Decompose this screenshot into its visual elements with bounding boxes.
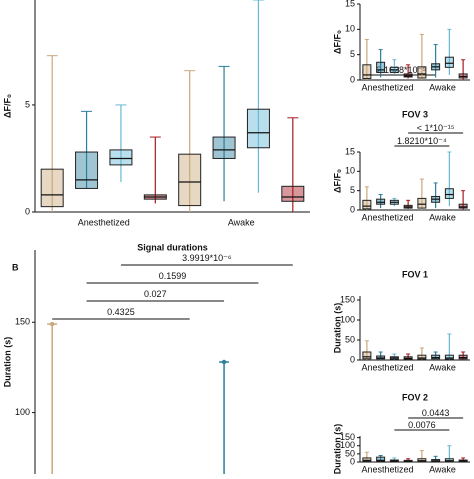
group-label: Awake bbox=[429, 212, 456, 222]
box bbox=[417, 354, 427, 360]
y-axis-label: Duration (s) bbox=[332, 303, 342, 354]
y-tick-label: 0 bbox=[350, 74, 355, 84]
box bbox=[246, 108, 270, 149]
p-value: 0.4325 bbox=[107, 307, 135, 317]
y-tick-label: 0 bbox=[350, 456, 355, 466]
y-tick-label: 150 bbox=[15, 317, 30, 327]
group-label: Anesthetized bbox=[78, 217, 130, 227]
box bbox=[444, 354, 454, 360]
group-label: Awake bbox=[429, 82, 456, 92]
group-label: Anesthetized bbox=[361, 362, 413, 372]
p-value: 0.0443 bbox=[422, 408, 450, 418]
panel-title: FOV 2 bbox=[402, 392, 428, 402]
y-tick-label: 0 bbox=[350, 204, 355, 214]
y-tick-label: 50 bbox=[345, 334, 355, 344]
y-axis-label: ΔF/F₀ bbox=[332, 30, 342, 54]
group-label: Anesthetized bbox=[361, 464, 413, 474]
y-tick-label: 150 bbox=[340, 294, 355, 304]
group-label: Awake bbox=[228, 217, 255, 227]
box bbox=[417, 197, 427, 209]
y-tick-label: 10 bbox=[345, 166, 355, 176]
box bbox=[362, 199, 372, 210]
box bbox=[444, 188, 454, 199]
box bbox=[362, 457, 372, 463]
box bbox=[75, 151, 99, 189]
box bbox=[109, 149, 133, 166]
max-point bbox=[49, 321, 55, 327]
box bbox=[281, 185, 305, 202]
p-value: 0.027 bbox=[144, 289, 167, 299]
box bbox=[417, 66, 427, 79]
y-tick-label: 100 bbox=[340, 440, 355, 450]
p-value: 0.1599 bbox=[159, 271, 187, 281]
y-tick-label: 15 bbox=[345, 0, 355, 8]
y-axis-label: Duration (s) bbox=[332, 424, 342, 474]
box bbox=[444, 56, 454, 68]
y-tick-label: 5 bbox=[350, 185, 355, 195]
y-tick-label: 50 bbox=[345, 448, 355, 458]
p-value: < 1*10⁻¹⁵ bbox=[417, 123, 455, 133]
y-axis-label: Duration (s) bbox=[2, 337, 12, 388]
y-axis-label: ΔF/F₀ bbox=[332, 169, 342, 193]
group-label: Awake bbox=[429, 362, 456, 372]
panel-label: B bbox=[12, 262, 19, 272]
y-tick-label: 0 bbox=[350, 354, 355, 364]
group-label: Anesthetized bbox=[361, 82, 413, 92]
panel-title: Signal durations bbox=[137, 242, 208, 252]
y-tick-label: 150 bbox=[340, 432, 355, 442]
panel: 0 5 10 15 ΔF/F₀ Anesthetized Awake FOV 3 < 1*10⁻… bbox=[332, 109, 470, 222]
p-value: 0.0076 bbox=[408, 420, 436, 430]
y-tick-label: 10 bbox=[345, 24, 355, 34]
p-value: 1.8210*10⁻⁴ bbox=[397, 136, 447, 146]
box bbox=[376, 456, 386, 462]
panel-title: FOV 1 bbox=[402, 269, 428, 279]
y-tick-label: 5 bbox=[350, 49, 355, 59]
p-value: 3.9919*10⁻⁶ bbox=[182, 253, 232, 263]
y-tick-label: 100 bbox=[340, 314, 355, 324]
y-tick-label: 0 bbox=[25, 206, 30, 216]
p-value: 2.1628*10⁻⁵ bbox=[376, 65, 426, 75]
box bbox=[362, 351, 372, 360]
box bbox=[178, 153, 202, 207]
box bbox=[212, 136, 236, 159]
panel-title: FOV 3 bbox=[402, 109, 428, 119]
panel: 0 5 ΔF/F₀ Anesthetized Awake bbox=[2, 0, 310, 227]
y-tick-label: 5 bbox=[25, 99, 30, 109]
group-label: Awake bbox=[429, 464, 456, 474]
y-tick-label: 100 bbox=[15, 407, 30, 417]
y-axis-label: ΔF/F₀ bbox=[2, 94, 12, 118]
box bbox=[376, 61, 386, 73]
box bbox=[458, 203, 468, 209]
group-label: Anesthetized bbox=[361, 212, 413, 222]
box bbox=[362, 64, 372, 79]
max-point bbox=[221, 359, 227, 365]
y-tick-label: 15 bbox=[345, 146, 355, 156]
box bbox=[40, 168, 64, 208]
